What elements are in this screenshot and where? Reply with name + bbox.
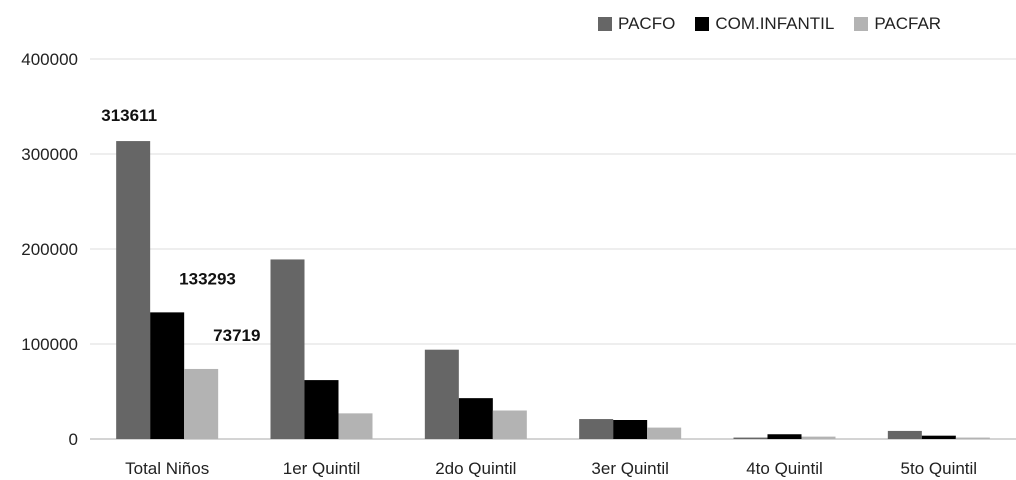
legend-label-pacfo: PACFO	[618, 14, 676, 33]
bar	[458, 398, 493, 439]
y-axis: 400000 300000 200000 100000 0	[21, 50, 78, 449]
legend-label-com-infantil: COM.INFANTIL	[715, 14, 835, 33]
legend-swatch-pacfar	[854, 17, 869, 31]
bar	[150, 312, 185, 439]
bar	[424, 349, 459, 439]
y-tick-label: 100000	[21, 335, 78, 354]
bar	[304, 380, 339, 439]
legend-label-pacfar: PACFAR	[874, 14, 942, 33]
bar	[338, 413, 373, 439]
bar	[116, 141, 151, 439]
bar	[270, 259, 305, 439]
legend-item-pacfar: PACFAR	[854, 14, 941, 34]
y-tick-label: 200000	[21, 240, 78, 259]
y-tick-label: 400000	[21, 50, 78, 69]
bar	[733, 437, 768, 439]
x-tick-label: Total Niños	[125, 459, 209, 478]
y-tick-label: 300000	[21, 145, 78, 164]
bars	[116, 141, 990, 439]
bar	[887, 430, 922, 439]
x-tick-label: 5to Quintil	[901, 459, 978, 478]
legend-item-com-infantil: COM.INFANTIL	[695, 14, 834, 34]
data-label: 73719	[213, 326, 260, 345]
data-labels: 313611 133293 73719	[101, 106, 260, 345]
legend-item-pacfo: PACFO	[598, 14, 675, 34]
chart-legend: PACFO COM.INFANTIL PACFAR	[598, 14, 961, 34]
x-tick-label: 3er Quintil	[591, 459, 668, 478]
bar	[955, 437, 990, 439]
legend-swatch-com-infantil	[695, 17, 710, 31]
data-label: 313611	[101, 106, 157, 125]
legend-swatch-pacfo	[598, 17, 612, 31]
bar	[647, 427, 682, 439]
x-tick-label: 1er Quintil	[283, 459, 360, 478]
bar	[579, 419, 614, 439]
bar	[613, 420, 648, 439]
y-tick-label: 0	[69, 430, 78, 449]
x-tick-label: 4to Quintil	[746, 459, 823, 478]
bar	[492, 410, 527, 439]
x-tick-label: 2do Quintil	[435, 459, 516, 478]
grid-lines	[90, 58, 1016, 440]
bar	[801, 436, 836, 439]
bar	[921, 435, 956, 439]
bar	[184, 368, 219, 439]
data-label: 133293	[179, 269, 236, 288]
bar	[767, 434, 802, 439]
x-axis: Total Niños 1er Quintil 2do Quintil 3er Qui…	[125, 459, 977, 478]
